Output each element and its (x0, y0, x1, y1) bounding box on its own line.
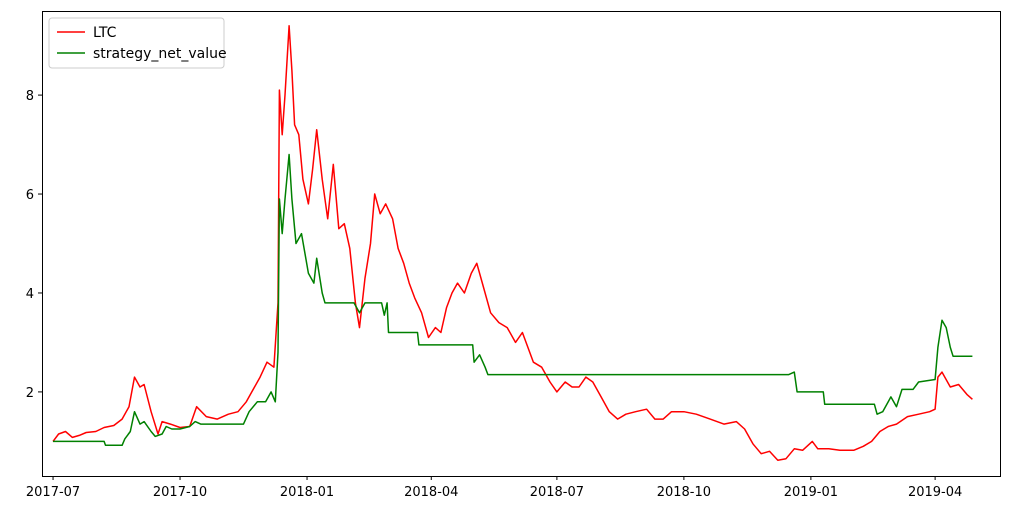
x-tick-label: 2018-04 (404, 485, 458, 500)
x-tick-label: 2018-10 (657, 485, 711, 500)
series-line-strategy-net-value (53, 153, 973, 447)
series-line-ltc (52, 25, 973, 461)
x-tick-label: 2019-04 (908, 485, 962, 500)
y-tick-label: 8 (26, 89, 34, 104)
legend-box (48, 17, 225, 69)
x-tick-label: 2017-10 (153, 485, 207, 500)
y-tick-label: 2 (26, 386, 34, 401)
y-tick-label: 4 (26, 287, 34, 302)
legend-label: LTC (93, 25, 117, 41)
y-tick-label: 6 (26, 188, 34, 203)
x-axis: 2017-07 2017-10 2018-01 2018-04 2018-07 2018-… (26, 476, 962, 500)
x-tick-label: 2019-01 (784, 485, 838, 500)
y-axis: 2 4 6 8 (26, 89, 42, 401)
legend: LTC strategy_net_value (48, 17, 227, 69)
x-tick-label: 2017-07 (26, 485, 80, 500)
plot-frame (42, 11, 1001, 477)
series-layer (52, 25, 973, 461)
x-tick-label: 2018-01 (280, 485, 334, 500)
x-tick-label: 2018-07 (530, 485, 584, 500)
legend-label: strategy_net_value (93, 46, 227, 62)
